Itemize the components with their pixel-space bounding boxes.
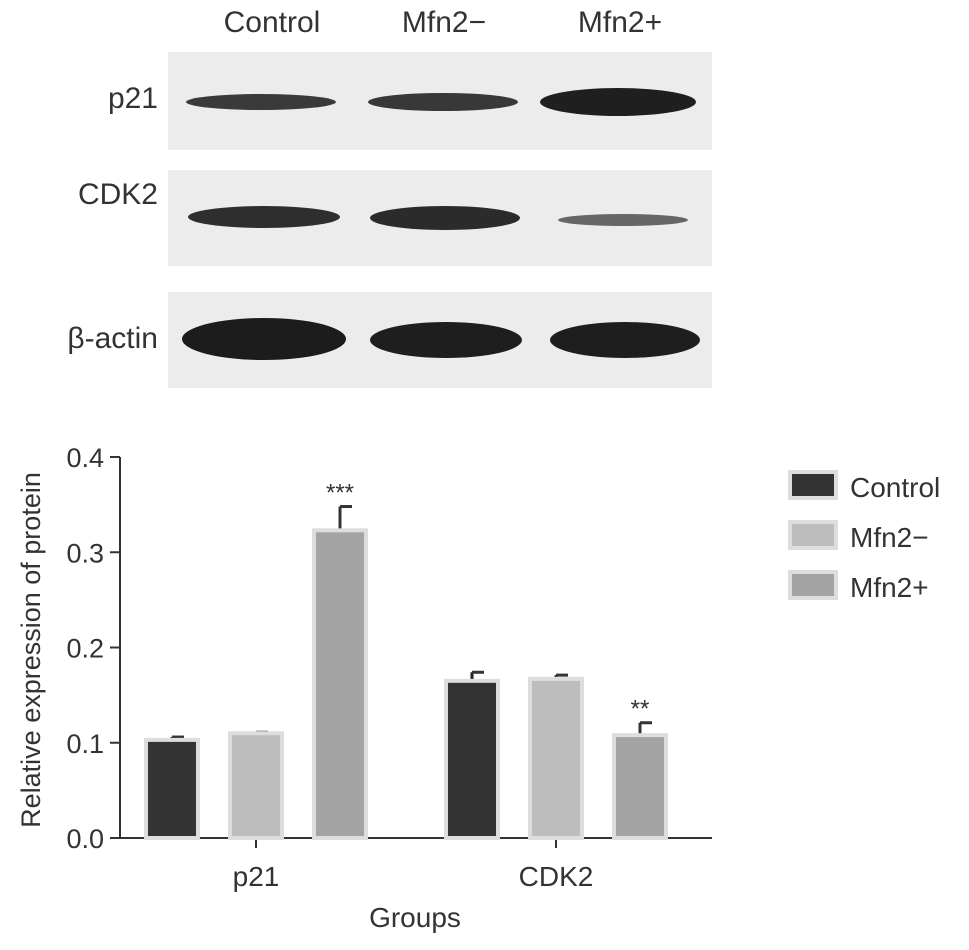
bar-chart: 0.00.10.20.30.4 p21 CDK2 ***** ControlMfn… (16, 443, 940, 933)
y-tick-label: 0.0 (66, 824, 104, 854)
band-actin-control (182, 318, 346, 360)
blot-panel-cdk2 (168, 170, 712, 266)
band-p21-mfn2-plus (540, 88, 696, 116)
y-axis-label: Relative expression of protein (16, 472, 46, 828)
legend-swatch-0 (788, 470, 838, 500)
blot-row-label-p21: p21 (107, 82, 158, 115)
band-cdk2-control (188, 206, 340, 228)
bar-cdk2-2 (612, 733, 668, 841)
bar-cdk2-1 (528, 676, 584, 840)
band-cdk2-mfn2-minus (370, 206, 520, 230)
y-tick-label: 0.3 (66, 538, 104, 568)
blot-panel-p21 (168, 52, 712, 150)
y-tick-label: 0.1 (66, 729, 104, 759)
blot-panel-beta-actin (168, 292, 712, 388)
y-tick-label: 0.4 (66, 443, 104, 473)
bar-p21-2 (312, 528, 368, 840)
blot-row-label-cdk2: CDK2 (77, 178, 158, 211)
legend-swatch-2 (788, 570, 838, 600)
y-axis: 0.0 0.1 0.2 0.3 0.4 (66, 443, 121, 854)
band-p21-mfn2-minus (368, 93, 518, 111)
band-p21-control (186, 94, 336, 110)
x-tick-label-p21: p21 (233, 861, 280, 892)
band-actin-mfn2-plus (550, 322, 700, 358)
legend: Control Mfn2− Mfn2+ (788, 470, 940, 603)
significance-label: ** (631, 696, 650, 723)
x-axis: p21 CDK2 (120, 837, 712, 892)
legend-label-0: Control (850, 472, 940, 503)
significance-label: *** (326, 480, 354, 507)
x-tick-label-cdk2: CDK2 (519, 861, 594, 892)
bar-p21-1 (228, 731, 284, 841)
band-actin-mfn2-minus (370, 322, 522, 358)
bars-group: ***** (144, 480, 668, 841)
lane-label-mfn2-plus: Mfn2+ (577, 6, 663, 39)
legend-label-1: Mfn2− (850, 522, 929, 553)
blot-row-label-beta-actin: β-actin (67, 322, 158, 355)
x-axis-label: Groups (369, 902, 461, 933)
bar-cdk2-0 (444, 678, 500, 840)
lane-label-control: Control (223, 6, 321, 39)
lane-label-mfn2-minus: Mfn2− (401, 6, 487, 39)
band-cdk2-mfn2-plus (558, 214, 688, 226)
legend-swatch-1 (788, 520, 838, 550)
bar-p21-0 (144, 737, 200, 840)
legend-label-2: Mfn2+ (850, 572, 929, 603)
y-tick-label: 0.2 (66, 634, 104, 664)
